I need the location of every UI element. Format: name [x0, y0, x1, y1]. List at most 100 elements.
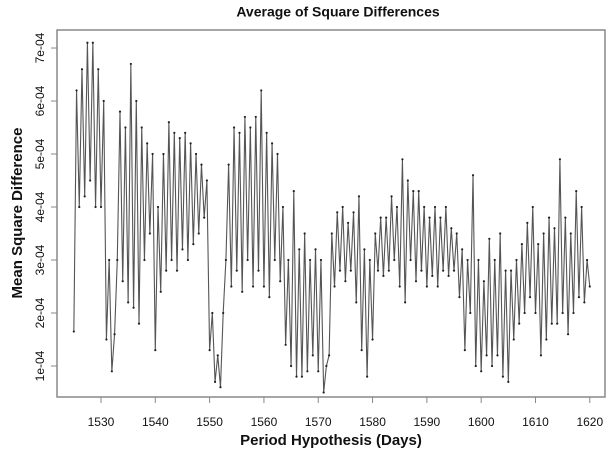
point	[300, 375, 304, 378]
point	[118, 110, 122, 113]
point	[222, 311, 225, 315]
point	[528, 296, 532, 299]
point	[542, 232, 545, 235]
point	[355, 301, 358, 304]
point	[501, 375, 504, 378]
point	[461, 248, 464, 251]
point	[338, 269, 342, 272]
point	[561, 311, 564, 315]
point	[537, 243, 540, 246]
point	[395, 205, 399, 209]
point	[452, 269, 456, 272]
point	[208, 348, 211, 352]
y-tick-label: 6e-04	[33, 85, 47, 116]
point	[257, 269, 260, 272]
point	[393, 258, 396, 262]
point	[287, 258, 290, 262]
point	[224, 258, 228, 262]
point	[105, 338, 108, 341]
point	[232, 126, 236, 129]
point	[75, 89, 78, 92]
point	[504, 269, 507, 272]
x-tick-label: 1580	[359, 415, 386, 429]
point	[545, 338, 548, 341]
point	[431, 274, 434, 278]
point	[89, 179, 92, 182]
point	[186, 258, 189, 262]
y-tick-label: 4e-04	[33, 191, 47, 222]
point	[262, 285, 266, 288]
point	[336, 211, 339, 214]
point	[588, 285, 591, 288]
point	[471, 174, 475, 177]
point	[197, 232, 200, 235]
point	[341, 205, 344, 209]
point	[308, 258, 312, 262]
point	[273, 258, 276, 262]
point	[450, 227, 453, 230]
point	[463, 348, 466, 352]
point	[523, 311, 526, 315]
x-tick-label: 1600	[468, 415, 495, 429]
point	[110, 370, 113, 373]
x-axis-label: Period Hypothesis (Days)	[240, 432, 422, 449]
point	[327, 354, 331, 357]
x-tick-label: 1560	[251, 415, 278, 429]
point	[289, 364, 293, 368]
point	[140, 126, 143, 129]
point	[314, 248, 317, 251]
point	[569, 232, 572, 235]
point	[260, 89, 263, 92]
point	[534, 311, 537, 315]
point	[265, 131, 268, 134]
point	[99, 205, 103, 209]
point	[404, 301, 407, 304]
point	[417, 190, 420, 193]
plot-frame	[56, 29, 606, 398]
point	[97, 68, 100, 71]
point	[249, 126, 252, 129]
point	[509, 269, 513, 272]
point	[518, 322, 521, 325]
point	[132, 306, 135, 309]
point	[151, 152, 154, 156]
point	[80, 68, 84, 71]
point	[205, 179, 208, 182]
point	[330, 232, 333, 235]
point	[116, 258, 119, 262]
x-tick-label: 1590	[414, 415, 441, 429]
point	[363, 248, 366, 251]
point	[235, 269, 238, 272]
point	[143, 258, 146, 262]
point	[270, 142, 274, 145]
y-axis-label: Mean Square Difference	[9, 128, 26, 299]
point	[412, 190, 415, 193]
x-tick-label: 1620	[576, 415, 603, 429]
point	[189, 142, 192, 145]
point	[580, 205, 583, 209]
point	[531, 205, 534, 209]
point	[216, 354, 219, 357]
point	[455, 232, 458, 235]
point	[474, 364, 477, 368]
point	[556, 322, 559, 325]
point	[366, 375, 369, 378]
point	[585, 258, 589, 262]
point	[409, 258, 412, 262]
point	[420, 269, 423, 272]
point	[246, 258, 249, 262]
point	[357, 195, 361, 198]
point	[192, 243, 195, 246]
point	[241, 290, 244, 293]
point	[485, 354, 488, 357]
point	[480, 370, 483, 373]
point	[86, 41, 89, 44]
point	[281, 205, 285, 209]
point	[213, 380, 217, 383]
point	[284, 343, 287, 346]
point	[303, 232, 306, 235]
point	[572, 311, 575, 315]
point	[488, 237, 491, 240]
point	[156, 205, 160, 209]
point	[425, 285, 428, 288]
